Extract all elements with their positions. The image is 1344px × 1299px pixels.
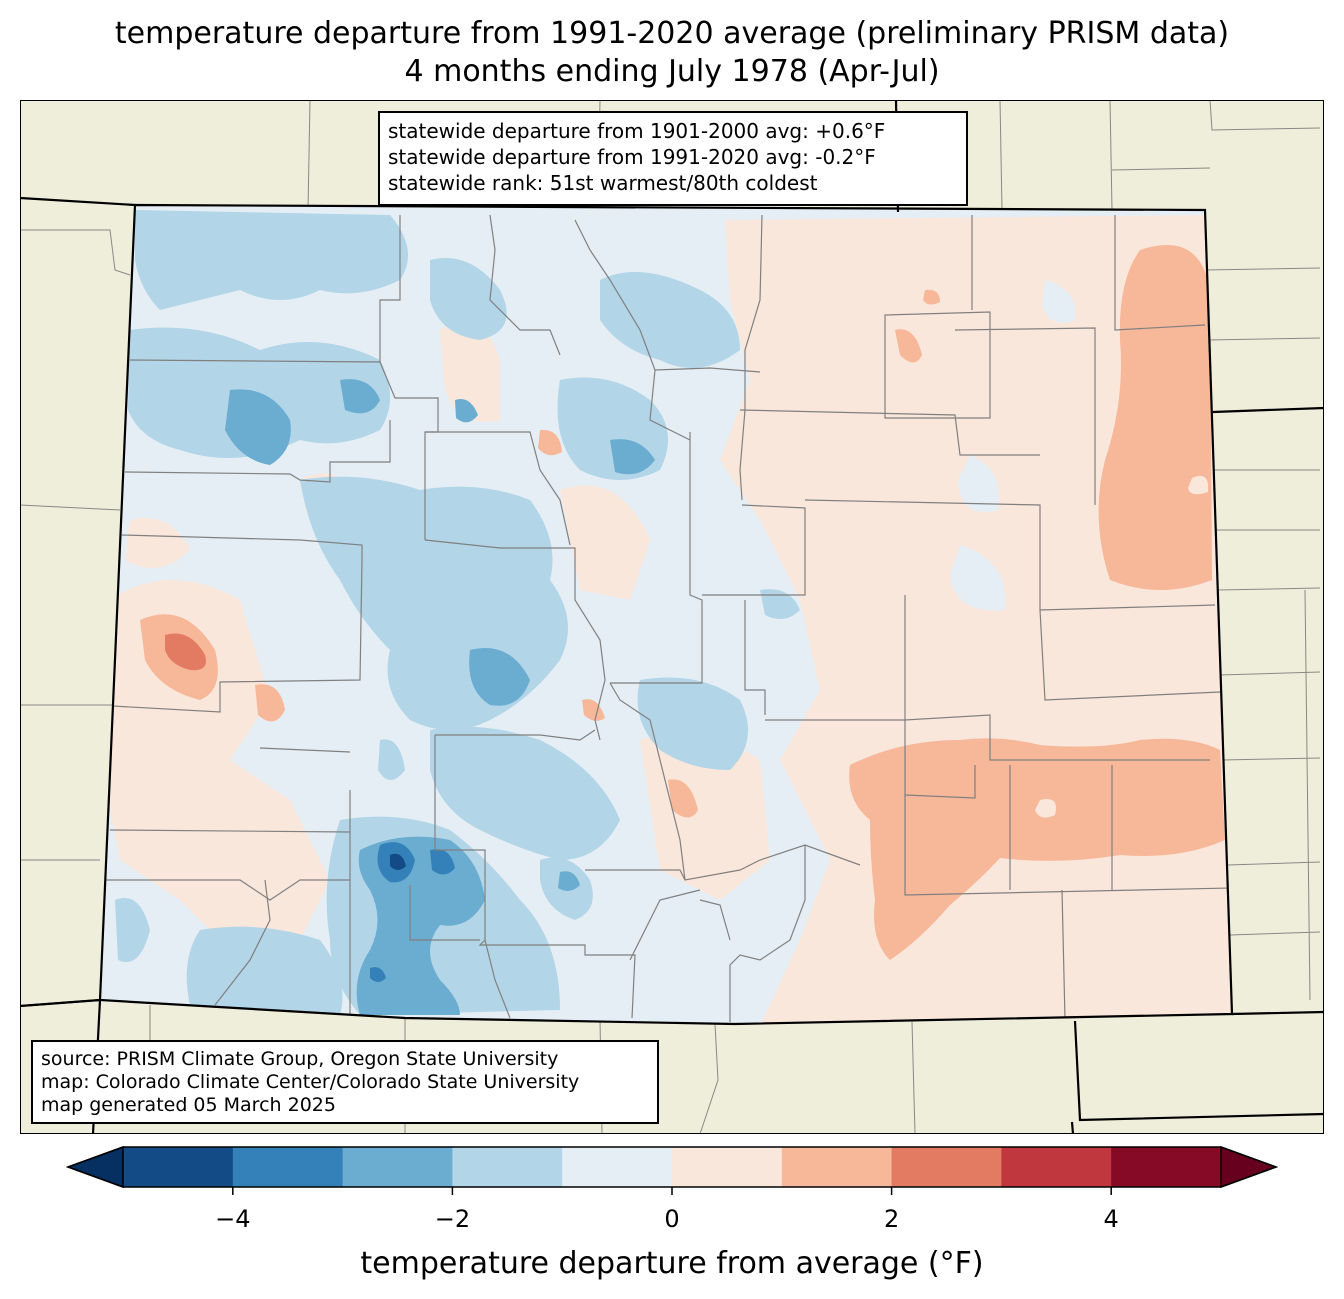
colorbar-tick-label: −4 [215, 1205, 250, 1233]
colorbar-tick-label: 4 [1104, 1205, 1119, 1233]
colorbar-tick-label: 2 [884, 1205, 899, 1233]
colorbar-bin-2 [342, 1147, 453, 1187]
colorbar-bin-4 [562, 1147, 673, 1187]
colorbar: −4 −2 0 2 4 temperature departure from avera… [65, 1145, 1279, 1281]
stats-line-rank: statewide rank: 51st warmest/80th coldes… [388, 171, 818, 195]
colorbar-tick-label: −2 [435, 1205, 470, 1233]
map-credit-line: map: Colorado Climate Center/Colorado St… [41, 1071, 580, 1093]
colorbar-outline [65, 1146, 1279, 1188]
stats-line-1901-2000: statewide departure from 1901-2000 avg: … [388, 119, 886, 143]
neighbor-county-lines [20, 100, 1321, 1134]
anomaly-field [100, 205, 1232, 1024]
source-line: source: PRISM Climate Group, Oregon Stat… [41, 1048, 559, 1070]
colorbar-bin-9 [1111, 1147, 1222, 1187]
colorbar-bin-6 [781, 1147, 893, 1187]
colorbar-bin-7 [891, 1147, 1002, 1187]
colorbar-bin-1 [232, 1147, 344, 1187]
map-title: temperature departure from 1991-2020 ave… [114, 16, 1230, 51]
colorbar-tick-label: 0 [664, 1205, 679, 1233]
colorbar-bin-5 [672, 1147, 783, 1187]
map-subtitle: 4 months ending July 1978 (Apr-Jul) [404, 54, 940, 89]
source-box: source: PRISM Climate Group, Oregon Stat… [31, 1040, 659, 1124]
colorbar-over-arrow [1220, 1145, 1279, 1189]
colorbar-ticks: −4 −2 0 2 4 [215, 1187, 1119, 1233]
county-lines [105, 214, 1231, 1022]
colorbar-bin-8 [1001, 1147, 1112, 1187]
colorbar-bin-3 [452, 1147, 563, 1187]
colorbar-bins [123, 1147, 1222, 1187]
generated-date-line: map generated 05 March 2025 [41, 1094, 336, 1116]
colorado-temperature-map [20, 100, 1324, 1134]
colorbar-under-arrow [65, 1145, 124, 1189]
statewide-stats-box: statewide departure from 1901-2000 avg: … [378, 111, 968, 206]
stats-line-1991-2020: statewide departure from 1991-2020 avg: … [388, 145, 876, 169]
colorbar-label: temperature departure from average (°F) [360, 1246, 983, 1281]
colorbar-bin-0 [123, 1147, 234, 1187]
